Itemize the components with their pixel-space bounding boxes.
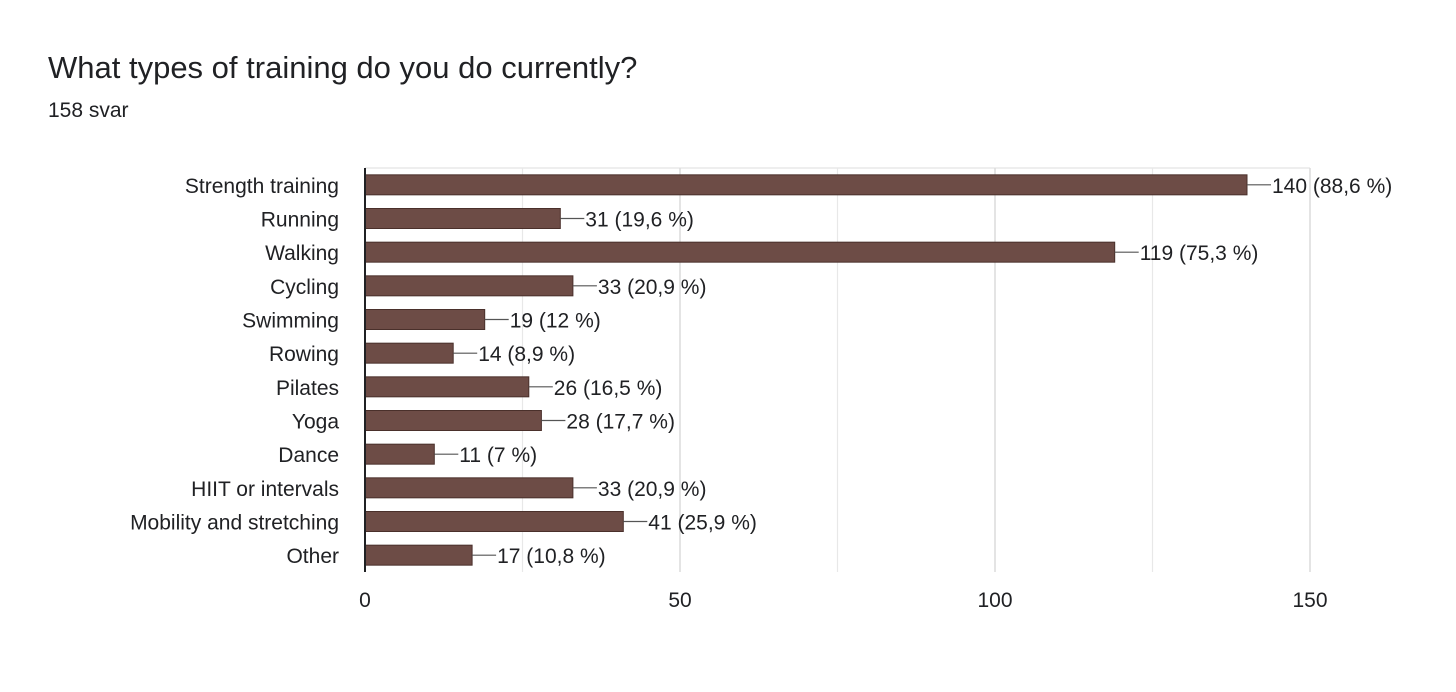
- bars: [364, 174, 1248, 566]
- grid-lines: [365, 167, 1311, 572]
- x-tick-label: 150: [1292, 589, 1327, 612]
- category-label: Rowing: [269, 343, 339, 366]
- bar: [364, 410, 542, 431]
- category-label: Yoga: [292, 411, 339, 434]
- category-label: Cycling: [270, 276, 339, 299]
- question-title: What types of training do you do current…: [48, 50, 638, 85]
- bar: [364, 443, 435, 465]
- bar: [364, 275, 574, 297]
- data-label: 140 (88,6 %): [1272, 175, 1392, 198]
- x-tick-label: 0: [359, 589, 371, 612]
- category-label: Dance: [278, 444, 339, 467]
- data-label: 19 (12 %): [510, 310, 601, 333]
- bar: [364, 342, 454, 364]
- x-tick-label: 50: [668, 589, 691, 612]
- labels: Strength training 140 (88,6 %) Running 31 (…: [130, 175, 1392, 612]
- category-label: Pilates: [276, 377, 339, 400]
- data-label: 14 (8,9 %): [478, 343, 575, 366]
- category-label: Swimming: [242, 310, 339, 333]
- data-label: 33 (20,9 %): [598, 478, 707, 501]
- data-label: 33 (20,9 %): [598, 276, 707, 299]
- bar: [364, 544, 473, 566]
- category-label: Walking: [265, 242, 339, 265]
- bar: [364, 477, 574, 499]
- response-count: 158 svar: [48, 99, 129, 122]
- data-label: 26 (16,5 %): [554, 377, 663, 400]
- x-tick-label: 100: [977, 589, 1012, 612]
- data-label: 28 (17,7 %): [566, 411, 675, 434]
- bar: [364, 511, 624, 532]
- bar: [364, 208, 561, 229]
- category-label: Mobility and stretching: [130, 512, 339, 535]
- bar: [364, 309, 486, 330]
- category-label: Strength training: [185, 175, 339, 198]
- bar: [364, 241, 1116, 263]
- data-label: 41 (25,9 %): [648, 512, 757, 535]
- data-label: 17 (10,8 %): [497, 545, 606, 568]
- bar: [364, 376, 530, 398]
- category-label: Other: [286, 545, 339, 568]
- category-label: HIIT or intervals: [191, 478, 339, 501]
- data-label: 119 (75,3 %): [1140, 242, 1259, 265]
- data-label: 11 (7 %): [459, 444, 537, 467]
- bar: [364, 174, 1248, 196]
- category-label: Running: [261, 209, 339, 232]
- data-label: 31 (19,6 %): [585, 209, 694, 232]
